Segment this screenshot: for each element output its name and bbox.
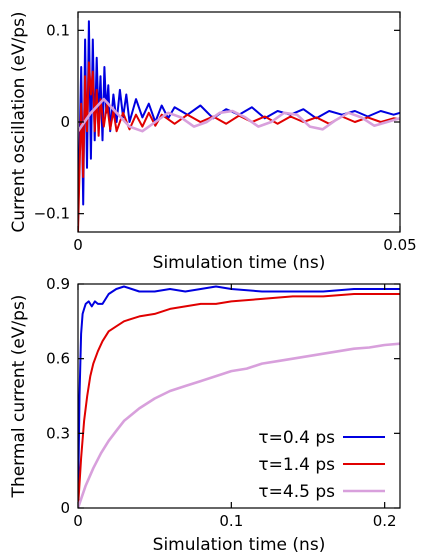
x-tick-label: 0: [73, 512, 83, 530]
y-axis-label-top: Current oscillation (eV/ps): [9, 11, 29, 232]
legend-label: τ=1.4 ps: [258, 455, 335, 475]
series-line-0-1: [78, 61, 400, 232]
series-line-1-2: [78, 342, 400, 508]
y-tick-label: 0.1: [46, 21, 70, 39]
series-line-0-2: [78, 97, 400, 133]
y-tick-label: 0.9: [46, 275, 70, 293]
x-tick-label: 0.2: [373, 512, 397, 530]
legend: τ=0.4 ps τ=1.4 ps τ=4.5 ps: [258, 428, 385, 502]
series-line-1-0: [78, 285, 400, 508]
chart-top: 0 0.05−0.100.1 Simulation time (ns) Curre…: [9, 11, 417, 273]
y-tick-label: 0: [60, 499, 70, 517]
x-tick-label: 0.05: [383, 236, 416, 254]
y-tick-label: 0.3: [46, 424, 70, 442]
chart-bottom: 0 0.1 0.2 0 0.3 0.6 0.9 τ=0.4 ps τ=1.4 ps τ=4.5 …: [9, 275, 401, 555]
x-axis-label-top: Simulation time (ns): [153, 253, 326, 273]
y-tick-label: 0.6: [46, 350, 70, 368]
series-line-1-1: [78, 293, 400, 508]
legend-label: τ=4.5 ps: [258, 482, 335, 502]
y-axis-label-bottom: Thermal current (eV/ps): [9, 295, 29, 499]
x-axis-label-bottom: Simulation time (ns): [153, 535, 326, 555]
y-tick-label: −0.1: [34, 205, 70, 223]
legend-label: τ=0.4 ps: [258, 428, 335, 448]
plot-frame-bottom: [77, 283, 401, 509]
x-tick-label: 0.1: [219, 512, 243, 530]
x-tick-label: 0: [73, 236, 83, 254]
y-tick-label: 0: [60, 113, 70, 131]
